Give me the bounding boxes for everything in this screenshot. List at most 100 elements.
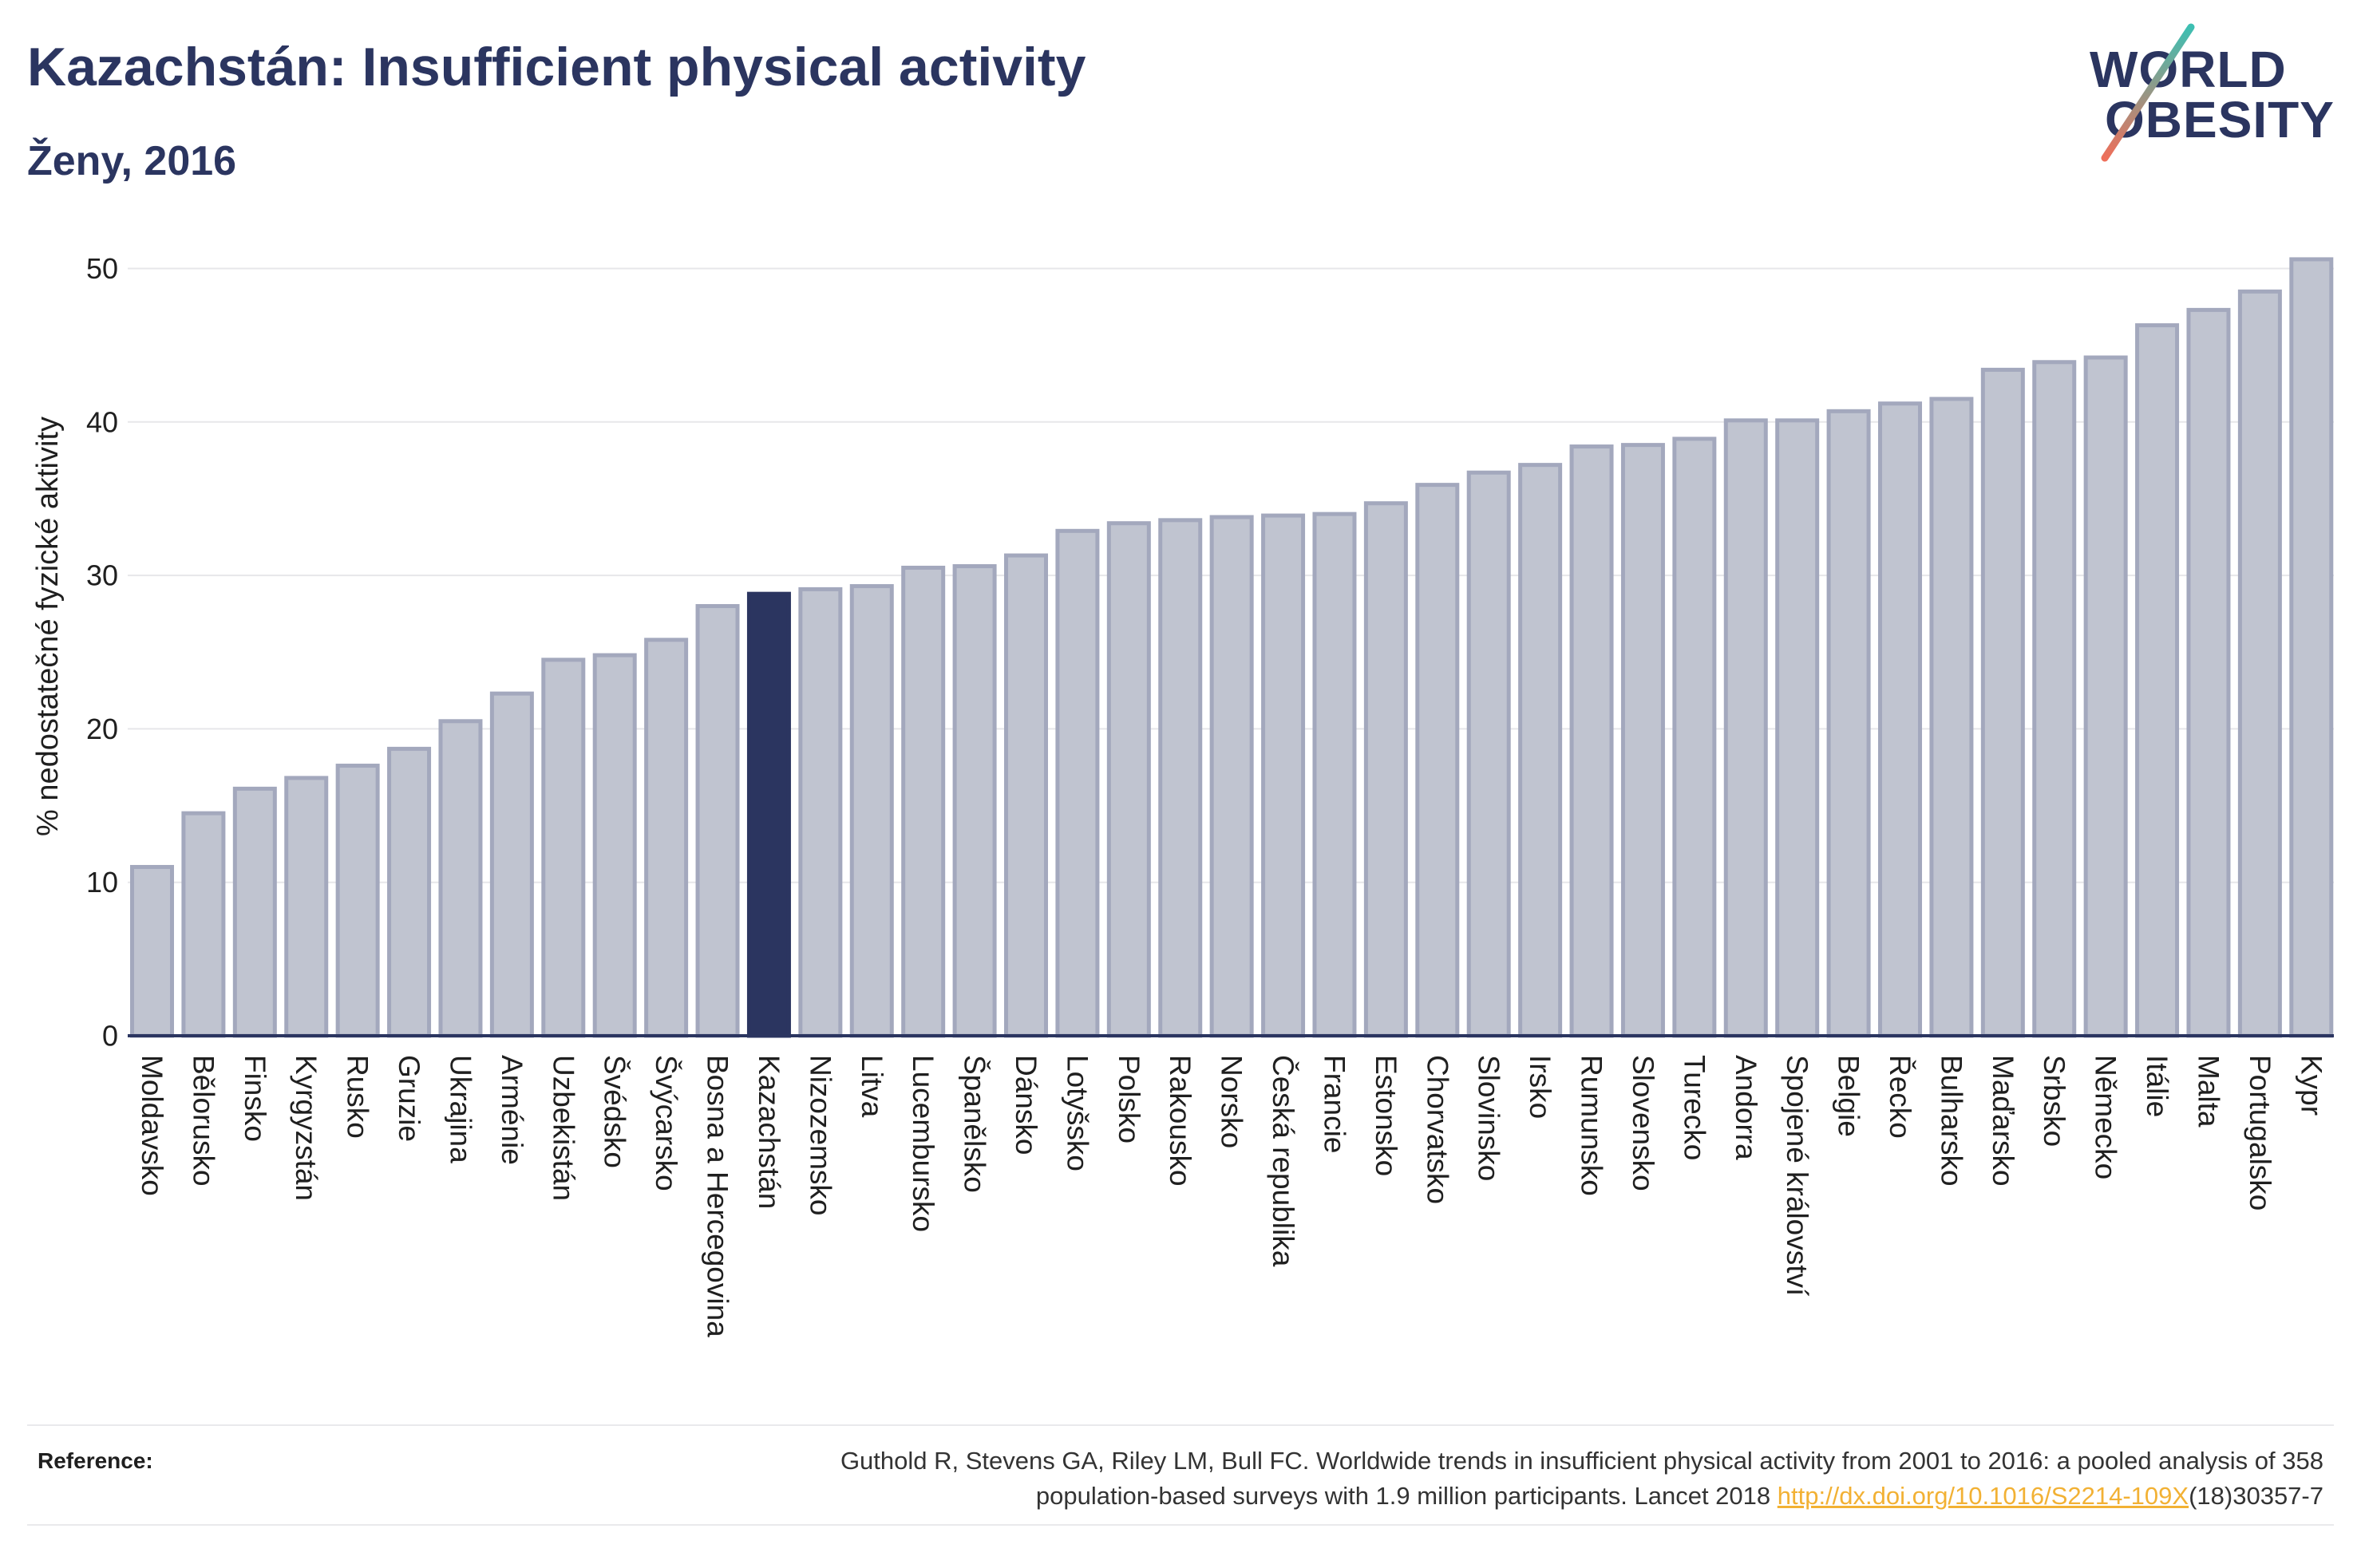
bar [644, 638, 689, 1038]
bar [2032, 360, 2077, 1038]
x-tick-label: Kypr [2295, 1055, 2327, 1116]
x-tick-label: Finsko [239, 1055, 271, 1142]
bar [2083, 355, 2128, 1038]
bar [1312, 511, 1357, 1038]
x-tick-label: Česká republika [1267, 1055, 1299, 1267]
reference-citation-line-1: Guthold R, Stevens GA, Riley LM, Bull FC… [840, 1447, 2323, 1475]
x-tick-label: Francie [1318, 1055, 1351, 1153]
footer-divider-bottom [27, 1524, 2334, 1526]
x-tick-label: Moldavsko [136, 1055, 168, 1196]
x-tick-label: Kyrgyzstán [290, 1055, 322, 1201]
bar [849, 584, 894, 1038]
x-tick-label: Belgie [1833, 1055, 1865, 1137]
bar [1929, 397, 1974, 1038]
bar [1363, 501, 1408, 1038]
bar [1466, 470, 1511, 1038]
bar [695, 604, 740, 1038]
y-axis-title: % nedostatečné fyzické aktivity [31, 417, 65, 836]
logo-word-world: WORLD [2090, 41, 2287, 98]
bar [541, 658, 586, 1038]
x-tick-label: Lucembursko [907, 1055, 939, 1232]
bar [387, 746, 432, 1038]
x-tick-label: Německo [2090, 1055, 2122, 1179]
x-tick-label: Malta [2192, 1055, 2225, 1128]
x-tick-label: Rumunsko [1576, 1055, 1608, 1196]
x-tick-label: Švýcarsko [650, 1055, 682, 1191]
bar [1415, 483, 1460, 1038]
x-tick-label: Irsko [1524, 1055, 1556, 1119]
bar [1620, 443, 1665, 1038]
bar [1878, 401, 1923, 1038]
x-tick-label: Polsko [1113, 1055, 1145, 1143]
reference-citation-text: population-based surveys with 1.9 millio… [1035, 1482, 1778, 1510]
x-tick-label: Slovinsko [1473, 1055, 1505, 1181]
bar-highlighted [746, 591, 791, 1038]
bar [1106, 521, 1151, 1038]
bar [2135, 323, 2180, 1038]
bar [2289, 257, 2334, 1038]
x-tick-label: Bělorusko [187, 1055, 219, 1187]
x-tick-label: Arménie [496, 1055, 528, 1165]
x-tick-label: Rakousko [1164, 1055, 1196, 1187]
x-tick-label: Srbsko [2038, 1055, 2070, 1147]
bar [1775, 418, 1820, 1038]
x-tick-label: Španělsko [959, 1055, 991, 1193]
bar [2186, 307, 2231, 1038]
x-tick-label: Dánsko [1010, 1055, 1042, 1155]
doi-link[interactable]: http://dx.doi.org/10.1016/S2214-109X [1777, 1482, 2189, 1510]
x-tick-label: Uzbekistán [547, 1055, 579, 1201]
logo-slash-icon [2101, 23, 2195, 162]
bar [592, 653, 637, 1038]
y-tick-label: 50 [86, 252, 118, 285]
bar [952, 564, 997, 1038]
bar [438, 719, 483, 1038]
bar [798, 587, 843, 1038]
x-tick-label: Chorvatsko [1421, 1055, 1453, 1204]
x-tick-label: Kazachstán [753, 1055, 785, 1209]
bar [1980, 367, 2025, 1038]
y-tick-label: 30 [86, 559, 118, 592]
bar [2237, 289, 2282, 1038]
bar-chart: 0 10 20 30 40 50 Moldavsko Bělorusko Finsko Kyrg… [31, 252, 2334, 1337]
x-tick-label: Rusko [342, 1055, 374, 1139]
bar [1209, 515, 1254, 1038]
y-tick-label: 20 [86, 713, 118, 745]
bar [489, 691, 534, 1038]
x-tick-label: Portugalsko [2244, 1055, 2276, 1211]
bar [232, 786, 277, 1038]
y-tick-labels: 0 10 20 30 40 50 [86, 252, 118, 1053]
bar [1055, 528, 1100, 1038]
x-tick-label: Spojené království [1781, 1055, 1813, 1297]
x-tick-label: Maďarsko [1987, 1055, 2019, 1187]
y-tick-label: 40 [86, 405, 118, 438]
bar [130, 864, 174, 1038]
x-tick-label: Švédsko [599, 1055, 631, 1168]
x-tick-label: Gruzie [393, 1055, 425, 1142]
x-tick-label: Litva [856, 1055, 888, 1118]
x-tick-label: Andorra [1730, 1055, 1762, 1160]
bar [181, 811, 226, 1038]
x-tick-label: Řecko [1884, 1055, 1916, 1139]
x-tick-label: Estonsko [1370, 1055, 1402, 1176]
x-tick-label: Ukrajina [444, 1055, 477, 1163]
x-tick-label: Itálie [2141, 1055, 2173, 1117]
bar [1518, 463, 1563, 1038]
bar [284, 776, 329, 1038]
x-tick-label: Nizozemsko [804, 1055, 836, 1216]
bar [1723, 418, 1768, 1038]
bar [1672, 436, 1717, 1038]
reference-citation-line-2: population-based surveys with 1.9 millio… [1036, 1483, 2323, 1508]
chart-title: Kazachstán: Insufficient physical activi… [27, 37, 1086, 97]
reference-label: Reference: [38, 1448, 153, 1473]
bar [1261, 513, 1306, 1038]
bars [130, 257, 2334, 1038]
x-tick-labels: Moldavsko Bělorusko Finsko Kyrgyzstán Rusko G… [136, 1055, 2327, 1337]
bar [1826, 409, 1871, 1038]
x-tick-label: Turecko [1678, 1055, 1710, 1160]
bar [901, 565, 946, 1038]
bar [1569, 444, 1614, 1038]
bar [335, 764, 380, 1038]
x-tick-label: Lotyšsko [1061, 1055, 1093, 1171]
x-tick-label: Bosna a Hercegovina [702, 1055, 734, 1337]
chart-subtitle: Ženy, 2016 [27, 138, 237, 184]
